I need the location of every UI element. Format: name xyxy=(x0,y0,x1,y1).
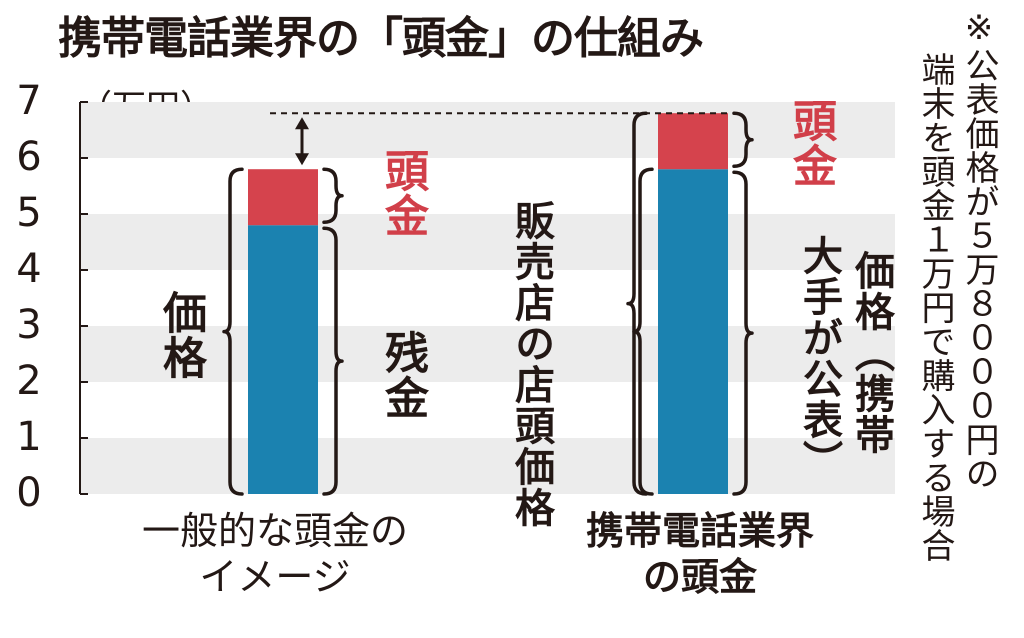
bar2-store-price-label: 販売店の店頭価格 xyxy=(508,200,554,528)
bar1-down-payment-label: 頭金 xyxy=(377,148,428,238)
footnote-line1: ※公表価格が５万８０００円の xyxy=(959,8,999,490)
y-tick-label: 1 xyxy=(16,414,42,460)
footnote-line2: 端末を頭金１万円で購入する場合 xyxy=(915,52,955,562)
bar2-down-payment-brace xyxy=(732,111,754,168)
chart-title: 携帯電話業界の「頭金」の仕組み xyxy=(58,13,704,64)
grid-band xyxy=(80,214,895,270)
category-1-line1: 一般的な頭金の xyxy=(141,509,408,553)
grid-band xyxy=(80,326,895,382)
bar2-published-price-label-a: 価格（携帯 xyxy=(848,250,894,455)
bar-1-segment-remaining xyxy=(248,225,318,494)
category-label-1: 一般的な頭金の イメージ xyxy=(70,508,480,600)
difference-arrow-head-up xyxy=(295,117,309,130)
grid-band xyxy=(80,102,895,158)
difference-arrow-head-down xyxy=(295,153,309,166)
y-tick-label: 3 xyxy=(16,302,42,348)
bar1-price-brace xyxy=(222,167,244,496)
category-2-line2: の頭金 xyxy=(642,555,757,599)
y-tick-label: 7 xyxy=(16,78,42,124)
bar-1-segment-down-payment xyxy=(248,169,318,226)
bar1-down-payment-brace xyxy=(322,167,344,224)
bar1-price-label: 価格 xyxy=(155,290,206,380)
bar2-published-price-label-b: 大手が公表） xyxy=(796,235,842,481)
bar-2-segment-remaining xyxy=(658,169,728,494)
bar1-remaining-label: 残金 xyxy=(377,330,428,420)
bar1-remaining-brace xyxy=(322,226,344,496)
category-2-line1: 携帯電話業界 xyxy=(585,509,814,553)
y-tick-label: 6 xyxy=(16,134,42,180)
y-tick-label: 2 xyxy=(16,358,42,404)
y-tick-label: 4 xyxy=(16,246,42,292)
y-tick-label: 5 xyxy=(16,190,42,236)
y-tick-label: 0 xyxy=(16,470,42,516)
category-label-2: 携帯電話業界 の頭金 xyxy=(500,508,900,600)
category-1-line2: イメージ xyxy=(199,555,351,599)
bar2-published-price-brace xyxy=(732,170,754,496)
bar2-down-payment-label: 頭金 xyxy=(785,98,836,188)
grid-band xyxy=(80,438,895,494)
bar-2-segment-down-payment xyxy=(658,113,728,170)
bar2-total-brace xyxy=(626,111,648,496)
